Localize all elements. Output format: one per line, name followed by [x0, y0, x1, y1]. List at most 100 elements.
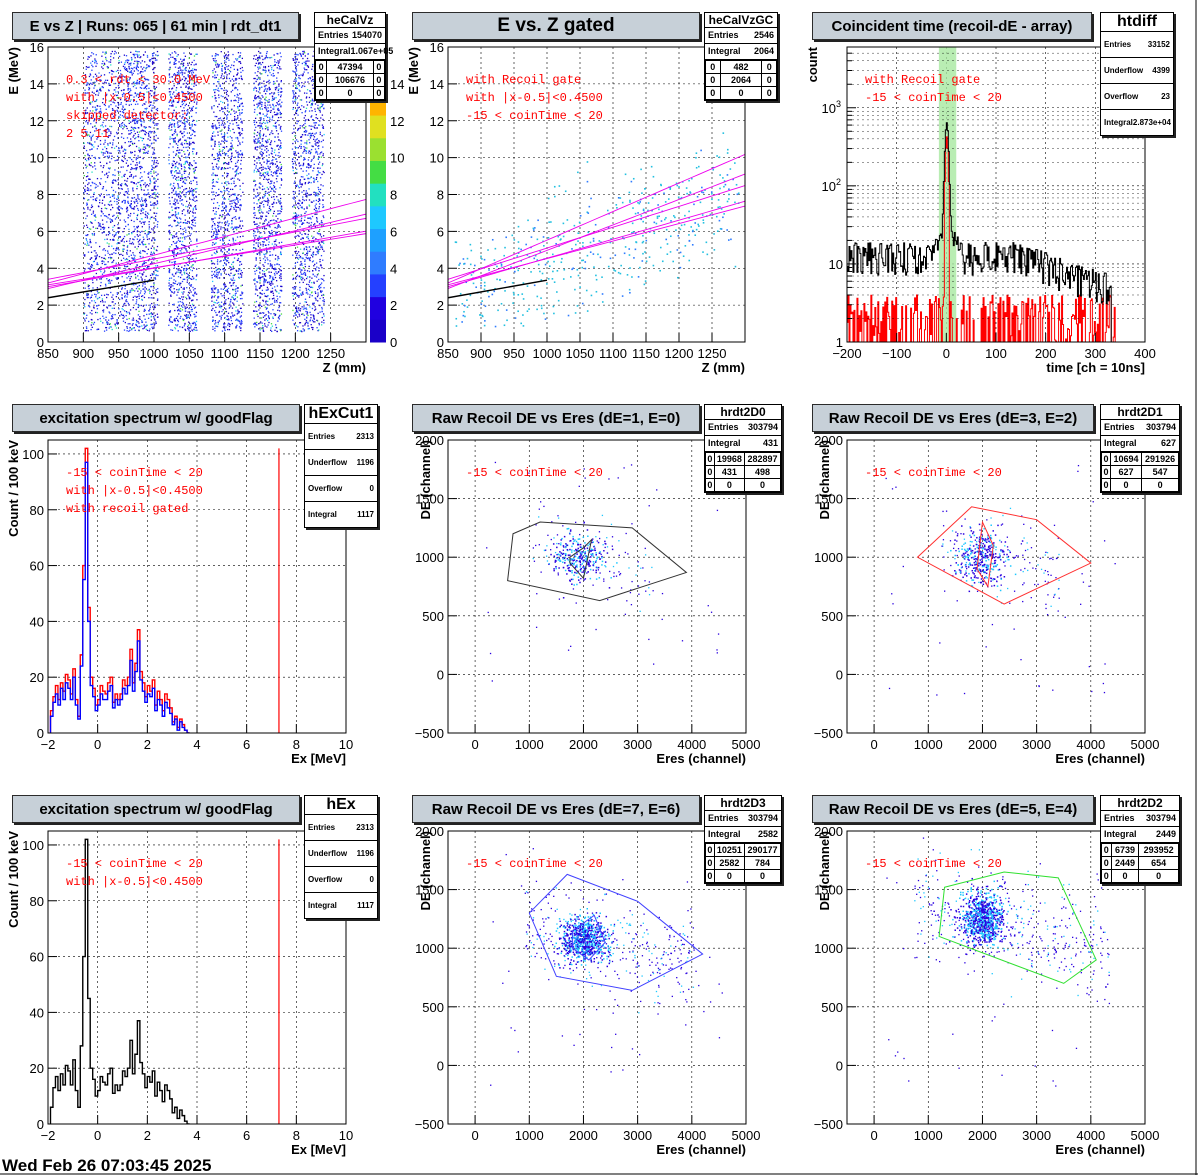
data-point — [126, 330, 127, 331]
data-point — [226, 74, 227, 75]
data-point — [195, 64, 196, 65]
data-point — [215, 195, 216, 196]
data-point — [175, 170, 176, 171]
data-point — [153, 164, 154, 165]
data-point — [91, 313, 92, 314]
data-point — [152, 313, 153, 314]
data-point — [149, 313, 150, 314]
data-point — [195, 170, 196, 171]
data-point — [219, 125, 220, 126]
data-point — [114, 53, 115, 54]
data-point — [232, 268, 233, 269]
data-point — [222, 238, 223, 239]
data-point — [91, 214, 92, 215]
data-point — [257, 67, 258, 68]
data-point — [123, 126, 124, 127]
data-point — [227, 193, 228, 194]
data-point — [184, 306, 185, 307]
data-point — [196, 293, 197, 294]
data-point — [124, 310, 125, 311]
data-point — [140, 172, 141, 173]
data-point — [268, 315, 269, 316]
data-point — [149, 126, 150, 127]
data-point — [132, 161, 133, 162]
data-point — [238, 277, 239, 278]
data-point — [92, 282, 93, 283]
data-point — [180, 196, 181, 197]
data-point — [96, 54, 97, 55]
data-point — [150, 307, 151, 308]
data-point — [229, 73, 230, 74]
data-point — [226, 78, 227, 79]
data-point — [177, 150, 178, 151]
data-point — [241, 157, 242, 158]
data-point — [230, 299, 231, 300]
data-point — [132, 324, 133, 325]
data-point — [254, 280, 255, 281]
data-point — [240, 72, 241, 73]
data-point — [225, 54, 226, 55]
data-point — [195, 205, 196, 206]
data-point — [212, 154, 213, 155]
data-point — [241, 264, 242, 265]
data-point — [105, 250, 106, 251]
data-point — [109, 327, 110, 328]
data-point — [229, 203, 230, 204]
data-point — [253, 100, 254, 101]
data-point — [227, 91, 228, 92]
data-point — [228, 253, 229, 254]
data-point — [117, 324, 118, 325]
data-point — [195, 209, 196, 210]
data-point — [237, 198, 238, 199]
data-point — [124, 303, 125, 304]
data-point — [225, 269, 226, 270]
data-point — [274, 149, 275, 150]
data-point — [150, 195, 151, 196]
data-point — [276, 62, 277, 63]
data-point — [104, 264, 105, 265]
data-point — [113, 239, 114, 240]
data-point — [189, 298, 190, 299]
data-point — [116, 132, 117, 133]
data-point — [268, 311, 269, 312]
data-point — [229, 111, 230, 112]
data-point — [177, 124, 178, 125]
data-point — [156, 270, 157, 271]
data-point — [98, 222, 99, 223]
data-point — [139, 162, 140, 163]
data-point — [127, 202, 128, 203]
data-point — [140, 213, 141, 214]
data-point — [277, 218, 278, 219]
data-point — [125, 158, 126, 159]
data-point — [183, 147, 184, 148]
data-point — [143, 222, 144, 223]
data-point — [121, 147, 122, 148]
data-point — [191, 259, 192, 260]
data-point — [175, 273, 176, 274]
data-point — [150, 218, 151, 219]
data-point — [236, 83, 237, 84]
data-point — [92, 233, 93, 234]
data-point — [174, 220, 175, 221]
data-point — [218, 168, 219, 169]
data-point — [182, 70, 183, 71]
data-point — [265, 280, 266, 281]
data-point — [186, 161, 187, 162]
data-point — [267, 304, 268, 305]
data-point — [214, 142, 215, 143]
data-point — [219, 231, 220, 232]
data-point — [187, 307, 188, 308]
data-point — [133, 243, 134, 244]
data-point — [107, 151, 108, 152]
data-point — [266, 82, 267, 83]
data-point — [143, 239, 144, 240]
data-point — [100, 282, 101, 283]
data-point — [139, 319, 140, 320]
data-point — [223, 78, 224, 79]
data-point — [154, 149, 155, 150]
data-point — [236, 326, 237, 327]
data-point — [262, 138, 263, 139]
data-point — [218, 223, 219, 224]
data-point — [84, 303, 85, 304]
data-point — [105, 301, 106, 302]
